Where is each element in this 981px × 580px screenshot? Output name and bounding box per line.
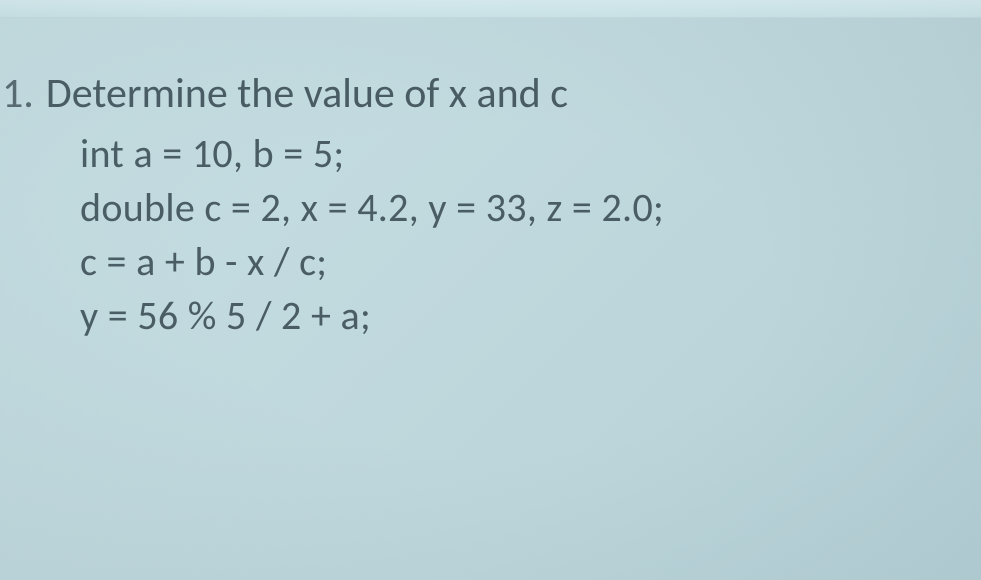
- slide-content: 1. Determine the value of x and c int a …: [0, 18, 981, 343]
- question-number: 1.: [0, 68, 46, 119]
- code-line: y = 56 % 5 / 2 + a;: [80, 289, 981, 343]
- code-line: double c = 2, x = 4.2, y = 33, z = 2.0;: [80, 181, 981, 235]
- top-bar: [0, 0, 981, 18]
- code-line: c = a + b - x / c;: [80, 235, 981, 289]
- question-header: 1. Determine the value of x and c: [0, 68, 981, 119]
- question-prompt: Determine the value of x and c: [46, 68, 568, 119]
- code-line: int a = 10, b = 5;: [80, 127, 981, 181]
- code-block: int a = 10, b = 5; double c = 2, x = 4.2…: [0, 127, 981, 343]
